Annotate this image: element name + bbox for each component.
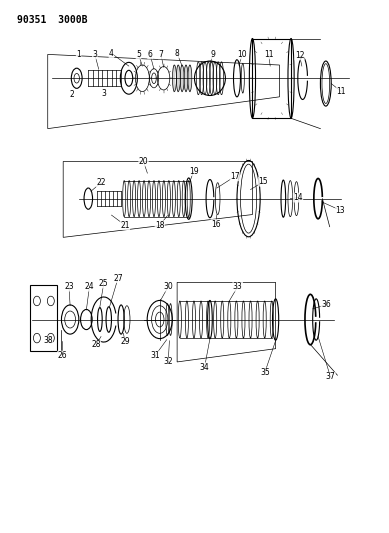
- Text: 7: 7: [158, 50, 163, 59]
- Text: 21: 21: [120, 221, 130, 230]
- Text: 37: 37: [326, 372, 335, 381]
- Text: 17: 17: [230, 172, 240, 181]
- Text: 24: 24: [85, 282, 94, 291]
- Text: 3: 3: [101, 89, 106, 98]
- Text: 13: 13: [336, 206, 345, 215]
- Text: 23: 23: [64, 282, 74, 291]
- Text: 10: 10: [238, 50, 247, 59]
- Text: 90351  3000B: 90351 3000B: [17, 14, 88, 25]
- Text: 1: 1: [76, 50, 81, 59]
- Text: 31: 31: [150, 351, 160, 360]
- Text: 11: 11: [264, 50, 273, 59]
- Text: 8: 8: [175, 49, 179, 58]
- Text: 30: 30: [163, 282, 173, 291]
- Text: 27: 27: [113, 273, 123, 282]
- Bar: [252, 38, 291, 118]
- Text: 4: 4: [109, 49, 114, 58]
- Text: 3: 3: [93, 50, 97, 59]
- Text: 38: 38: [43, 336, 53, 345]
- Text: 33: 33: [233, 282, 243, 291]
- Text: 6: 6: [148, 50, 152, 59]
- Text: 11: 11: [336, 87, 346, 96]
- Text: 19: 19: [189, 166, 198, 175]
- Text: 34: 34: [200, 363, 209, 372]
- Text: 25: 25: [99, 279, 109, 288]
- Text: 16: 16: [211, 220, 221, 229]
- Text: 32: 32: [163, 358, 173, 367]
- Text: 14: 14: [293, 193, 303, 202]
- Text: 29: 29: [120, 337, 130, 346]
- Text: 36: 36: [321, 300, 331, 309]
- Text: 20: 20: [139, 157, 148, 166]
- Text: 18: 18: [155, 221, 165, 230]
- Text: 9: 9: [210, 50, 216, 59]
- Text: 26: 26: [58, 351, 67, 360]
- Text: 22: 22: [96, 178, 106, 187]
- Text: 35: 35: [260, 368, 270, 377]
- Text: 2: 2: [69, 90, 74, 99]
- Text: 5: 5: [136, 50, 141, 59]
- Text: 12: 12: [295, 51, 304, 60]
- Text: 15: 15: [258, 177, 268, 186]
- Text: 28: 28: [91, 341, 101, 350]
